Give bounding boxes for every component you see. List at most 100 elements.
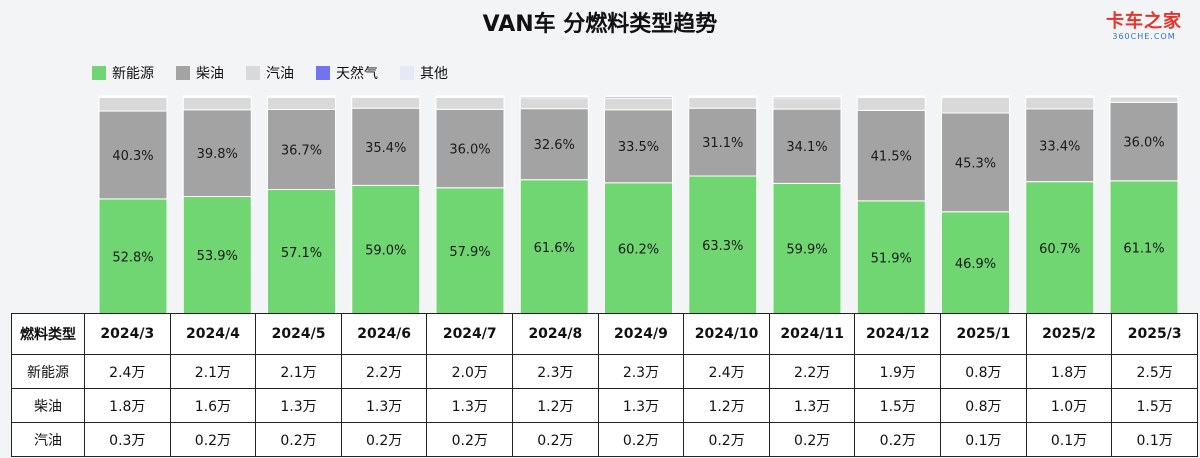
- table-cell: 1.3万: [597, 388, 685, 423]
- table-cell: 0.2万: [169, 422, 257, 457]
- table-cell: 2.2万: [340, 354, 428, 389]
- data-label-diesel: 32.6%: [534, 138, 575, 153]
- bar-segment-new-energy: [1025, 181, 1095, 315]
- legend-swatch: [316, 66, 330, 80]
- table-cell: 0.1万: [1025, 422, 1113, 457]
- data-label-diesel: 35.4%: [365, 141, 406, 156]
- bar-segment-diesel: [688, 107, 758, 177]
- page-title: VAN车 分燃料类型趋势: [482, 12, 718, 37]
- chart-legend: 新能源 柴油 汽油 天然气 其他: [92, 62, 470, 84]
- bar-segment-new-energy: [772, 182, 842, 315]
- data-label-new-energy: 60.7%: [1039, 242, 1080, 257]
- legend-swatch: [400, 66, 414, 80]
- legend-swatch: [92, 66, 106, 80]
- table-cell: 2.0万: [426, 354, 514, 389]
- bar-segment-new-energy: [182, 195, 252, 315]
- table-cell: 0.2万: [768, 422, 856, 457]
- table-cell: 1.8万: [84, 388, 171, 423]
- bar-segment-diesel: [856, 109, 926, 202]
- table-column-header: 2025/2: [1025, 313, 1113, 355]
- table-cell: 1.6万: [169, 388, 257, 423]
- data-label-new-energy: 63.3%: [702, 239, 743, 254]
- table-column-header: 2024/10: [683, 313, 770, 355]
- table-column-header: 2024/5: [255, 313, 342, 355]
- stacked-bar-chart: 52.8% 40.3% 53.9% 39.8% 57.1% 36.7% 59.0% 35.4%…: [98, 95, 1179, 315]
- table-row-label: 柴油: [11, 388, 85, 423]
- data-label-new-energy: 61.6%: [534, 241, 575, 256]
- table-cell: 2.2万: [768, 354, 856, 389]
- table-column-header: 2024/9: [597, 313, 685, 355]
- table-column-header: 2025/1: [940, 313, 1027, 355]
- data-label-new-energy: 51.9%: [871, 251, 912, 266]
- data-label-new-energy: 61.1%: [1123, 241, 1164, 256]
- data-label-diesel: 33.4%: [1039, 139, 1080, 154]
- legend-item-gasoline: 汽油: [246, 63, 294, 83]
- bar-segment-new-energy: [435, 187, 505, 315]
- legend-swatch: [246, 66, 260, 80]
- data-label-diesel: 39.8%: [197, 147, 238, 162]
- legend-label: 新能源: [112, 66, 154, 82]
- bar-segment-gasoline: [772, 97, 842, 110]
- data-label-new-energy: 53.9%: [197, 249, 238, 264]
- data-label-diesel: 34.1%: [786, 140, 827, 155]
- data-label-new-energy: 59.0%: [365, 244, 406, 259]
- table-cell: 1.0万: [1025, 388, 1113, 423]
- bar-segment-gasoline: [856, 97, 926, 111]
- table-cell: 1.3万: [255, 388, 342, 423]
- table-cell: 0.2万: [597, 422, 685, 457]
- legend-item-diesel: 柴油: [176, 63, 224, 83]
- data-label-diesel: 45.3%: [955, 156, 996, 171]
- legend-item-new-energy: 新能源: [92, 63, 154, 83]
- table-cell: 0.1万: [940, 422, 1027, 457]
- bar-segment-new-energy: [98, 198, 168, 315]
- legend-item-other: 其他: [400, 63, 448, 83]
- legend-swatch: [176, 66, 190, 80]
- data-label-diesel: 40.3%: [112, 149, 153, 164]
- data-label-new-energy: 57.1%: [281, 246, 322, 261]
- table-column-header: 2024/3: [84, 313, 171, 355]
- data-label-new-energy: 46.9%: [955, 257, 996, 272]
- legend-label: 其他: [420, 66, 448, 82]
- table-cell: 1.8万: [1025, 354, 1113, 389]
- bar-segment-gasoline: [182, 97, 252, 111]
- table-cell: 0.2万: [683, 422, 770, 457]
- bar-segment-diesel: [351, 107, 421, 186]
- table-column-header: 2024/11: [768, 313, 856, 355]
- logo-main-text: 卡车之家: [1106, 11, 1182, 32]
- table-cell: 0.8万: [940, 388, 1027, 423]
- table-cell: 0.3万: [84, 422, 171, 457]
- bar-segment-gasoline: [435, 97, 505, 110]
- table-cell: 0.2万: [426, 422, 514, 457]
- bar-segment-gasoline: [519, 97, 589, 110]
- table-cell: 0.8万: [940, 354, 1027, 389]
- bar-segment-gasoline: [604, 97, 673, 111]
- table-header-row: 燃料类型 2024/3 2024/4 2024/5 2024/6 2024/7 …: [11, 313, 1198, 355]
- table-column-header: 2024/6: [340, 313, 428, 355]
- fuel-volume-table: 燃料类型 2024/3 2024/4 2024/5 2024/6 2024/7 …: [11, 313, 1198, 457]
- brand-logo: 卡车之家 360CHE.COM: [1104, 12, 1184, 46]
- bar-segment-other: [604, 95, 673, 98]
- data-label-diesel: 31.1%: [702, 136, 743, 151]
- data-label-diesel: 41.5%: [871, 150, 912, 165]
- bar-segment-new-energy: [351, 184, 421, 315]
- bar-segment-gasoline: [1109, 96, 1179, 103]
- table-cell: 2.3万: [597, 354, 685, 389]
- table-cell: 0.2万: [340, 422, 428, 457]
- table-column-header: 2024/7: [426, 313, 514, 355]
- table-row-new-energy: 新能源 2.4万 2.1万 2.1万 2.2万 2.0万 2.3万 2.3万 2…: [11, 354, 1198, 389]
- bar-segment-gasoline: [98, 97, 168, 112]
- bar-segment-new-energy: [267, 189, 336, 315]
- bar-segment-gasoline: [351, 97, 421, 109]
- table-row-gasoline: 汽油 0.3万 0.2万 0.2万 0.2万 0.2万 0.2万 0.2万 0.…: [11, 422, 1198, 457]
- bar-segment-diesel: [772, 108, 842, 184]
- logo-sub-text: 360CHE.COM: [1112, 32, 1176, 41]
- data-label-new-energy: 59.9%: [786, 243, 827, 258]
- table-cell: 1.3万: [426, 388, 514, 423]
- table-column-header: 2024/12: [854, 313, 942, 355]
- bar-segment-gasoline: [1025, 96, 1095, 110]
- bar-segment-diesel: [941, 112, 1010, 213]
- table-cell: 1.2万: [683, 388, 770, 423]
- table-cell: 2.1万: [169, 354, 257, 389]
- table-cell: 2.4万: [84, 354, 171, 389]
- table-cell: 0.1万: [1111, 422, 1198, 457]
